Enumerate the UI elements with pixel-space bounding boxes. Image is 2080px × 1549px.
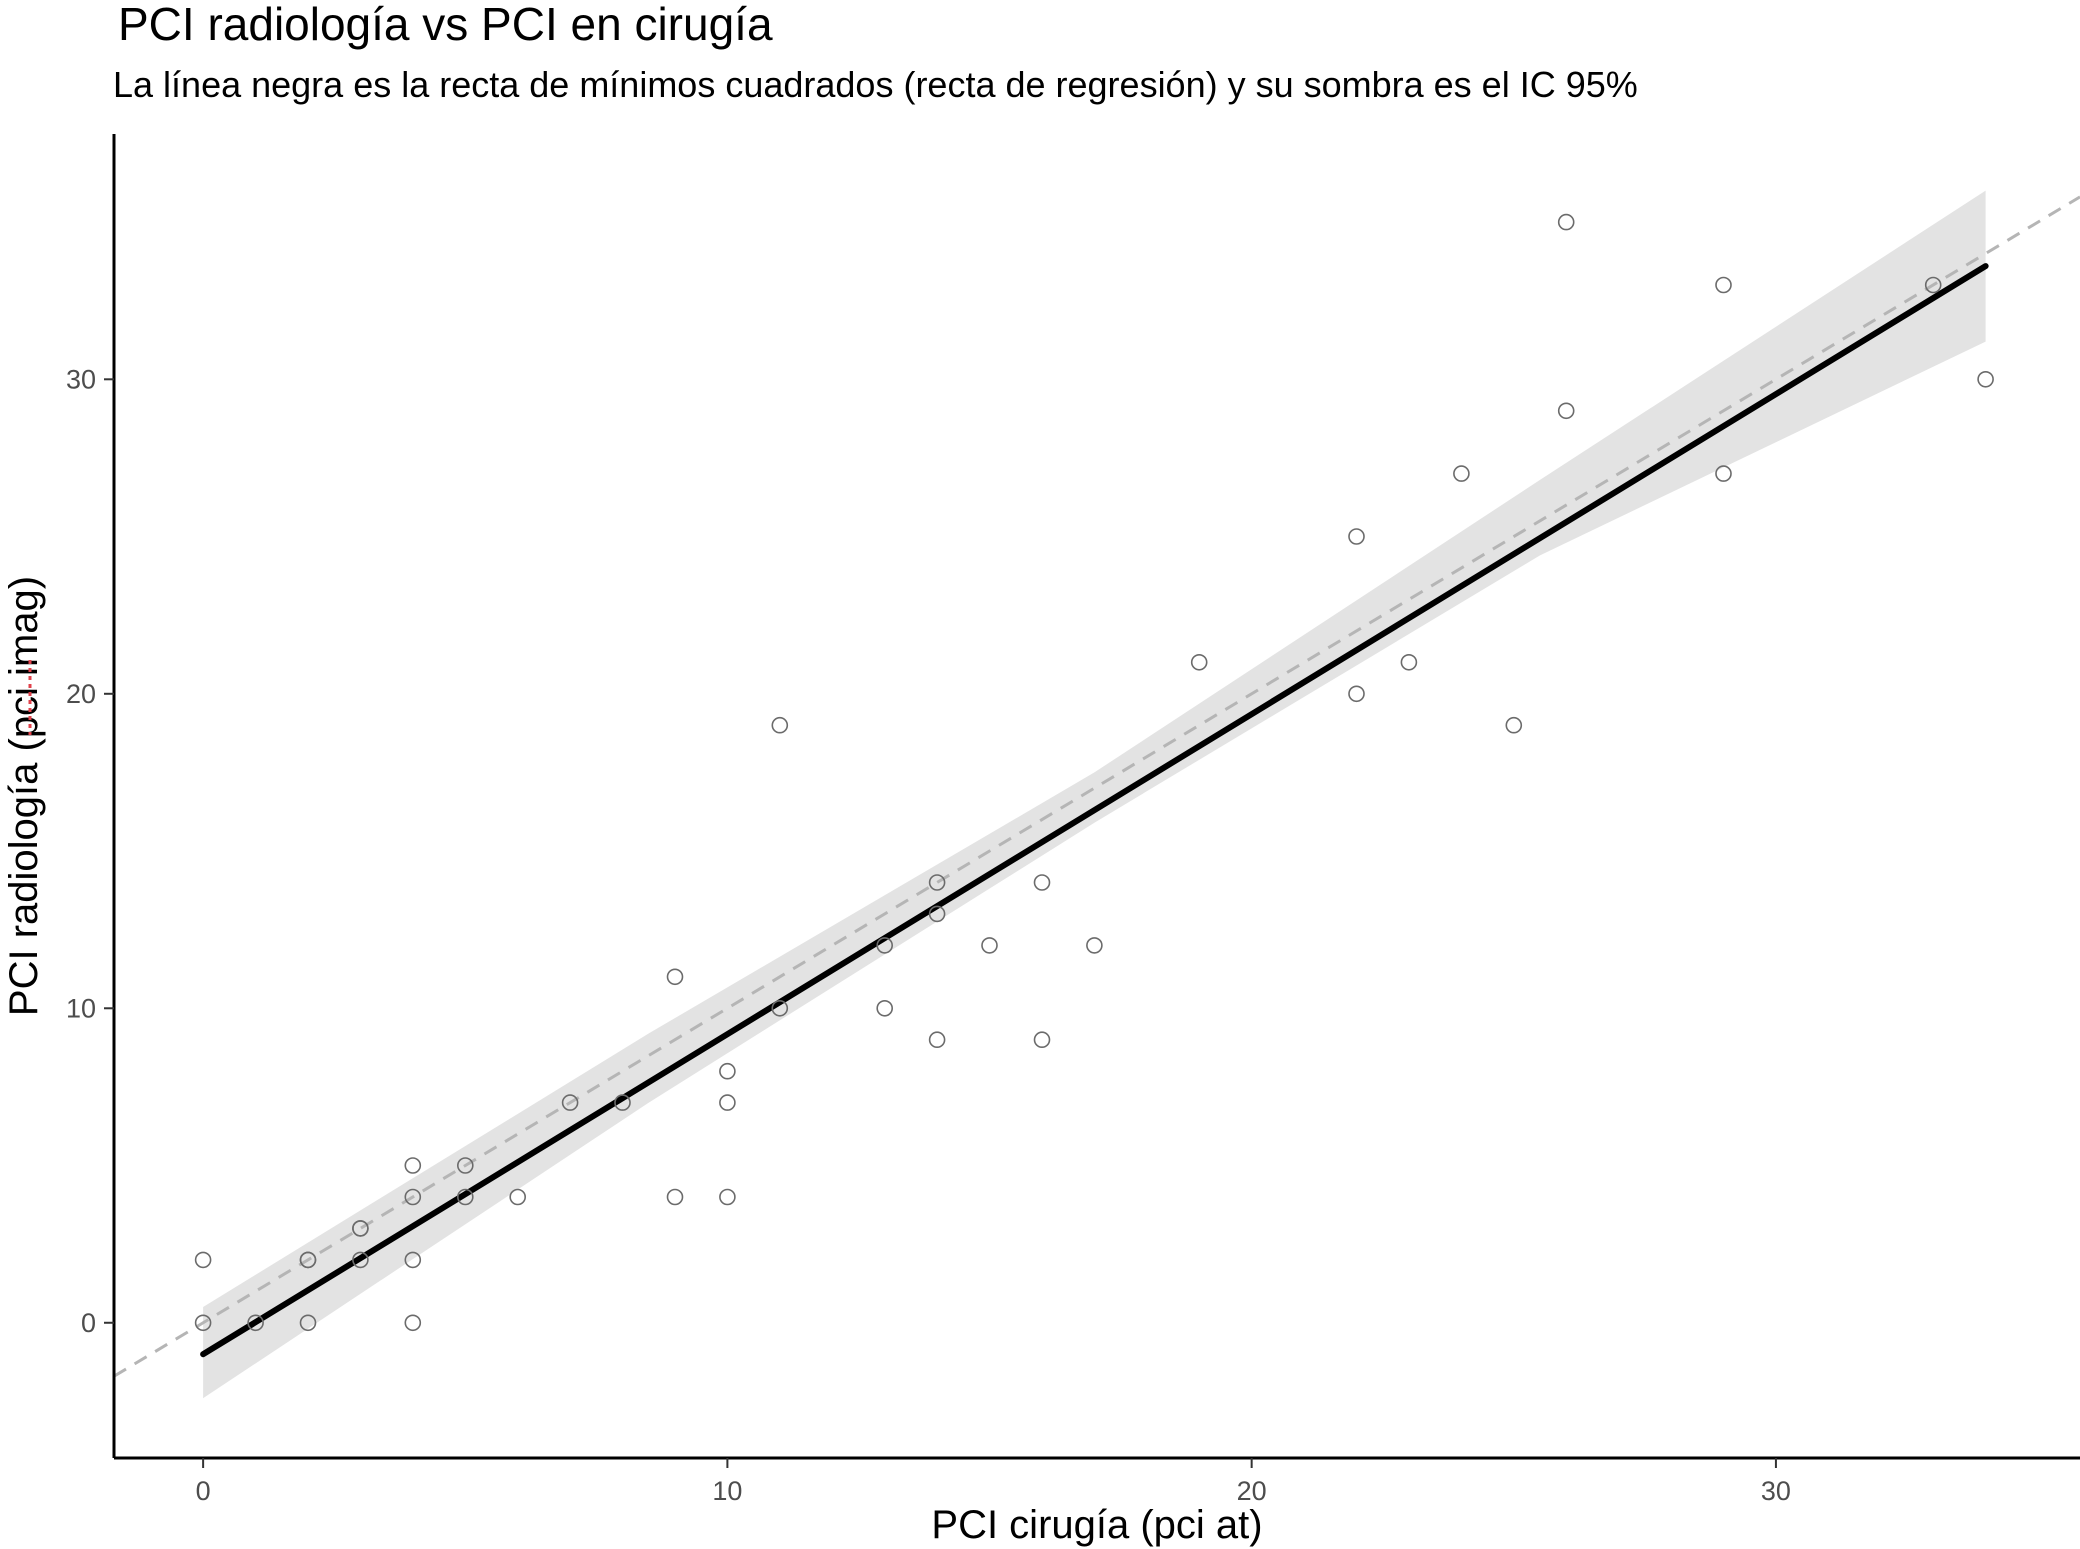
data-point xyxy=(719,1062,736,1080)
y-tick-label: 20 xyxy=(66,679,96,709)
data-point xyxy=(666,968,684,986)
axis-ticks: 0 10 20 30 0 10 20 30 xyxy=(66,364,1791,1506)
data-point xyxy=(876,999,894,1017)
data-point xyxy=(1453,465,1470,482)
data-point xyxy=(719,1094,736,1111)
data-point xyxy=(876,937,894,954)
data-point xyxy=(666,1188,684,1206)
data-point xyxy=(928,905,946,923)
data-point xyxy=(404,1251,422,1269)
data-point xyxy=(1033,874,1051,891)
data-point xyxy=(771,999,789,1017)
x-tick-label: 0 xyxy=(196,1476,211,1506)
data-point xyxy=(509,1188,527,1206)
data-point xyxy=(299,1314,317,1332)
data-point xyxy=(404,1157,422,1174)
data-point xyxy=(981,937,998,954)
data-point xyxy=(561,1094,579,1111)
data-point xyxy=(719,1188,736,1206)
data-point xyxy=(404,1188,422,1206)
regression-line xyxy=(200,263,1989,1358)
y-tick-label: 30 xyxy=(66,364,96,394)
data-point xyxy=(352,1251,369,1269)
y-tick-label: 0 xyxy=(81,1308,96,1338)
x-tick-label: 10 xyxy=(712,1476,742,1506)
x-axis-title: PCI cirugía (pci at) xyxy=(931,1503,1262,1547)
chart-subtitle: La línea negra es la recta de mínimos cu… xyxy=(113,64,1638,105)
data-point xyxy=(1348,685,1365,703)
data-point xyxy=(928,874,946,891)
y-axis-title: PCI radiología (pci imag) xyxy=(2,576,46,1016)
data-point xyxy=(1505,716,1523,734)
x-tick-label: 30 xyxy=(1761,1476,1791,1506)
data-point xyxy=(1033,1031,1051,1048)
data-point xyxy=(194,1314,212,1332)
data-point xyxy=(404,1314,422,1332)
y-tick-label: 10 xyxy=(66,993,96,1023)
data-point xyxy=(1557,213,1575,231)
data-point xyxy=(771,716,789,734)
data-point xyxy=(1715,276,1732,294)
data-point xyxy=(614,1094,631,1111)
plot-area xyxy=(114,190,2080,1399)
data-point xyxy=(1715,465,1732,482)
data-point xyxy=(1977,370,1994,388)
x-tick-label: 20 xyxy=(1237,1476,1267,1506)
data-point xyxy=(1924,276,1942,294)
data-point xyxy=(299,1251,317,1269)
data-point xyxy=(1348,528,1365,545)
data-point xyxy=(1400,653,1418,671)
data-point xyxy=(194,1251,212,1269)
confidence-band xyxy=(203,190,1986,1399)
data-point xyxy=(1557,402,1575,420)
data-point xyxy=(1086,937,1103,954)
data-point xyxy=(352,1220,369,1237)
data-point xyxy=(928,1031,946,1048)
data-point xyxy=(247,1314,264,1332)
data-point xyxy=(456,1188,474,1206)
data-point xyxy=(456,1157,474,1174)
data-point xyxy=(1190,653,1208,671)
chart-title: PCI radiología vs PCI en cirugía xyxy=(118,0,773,50)
